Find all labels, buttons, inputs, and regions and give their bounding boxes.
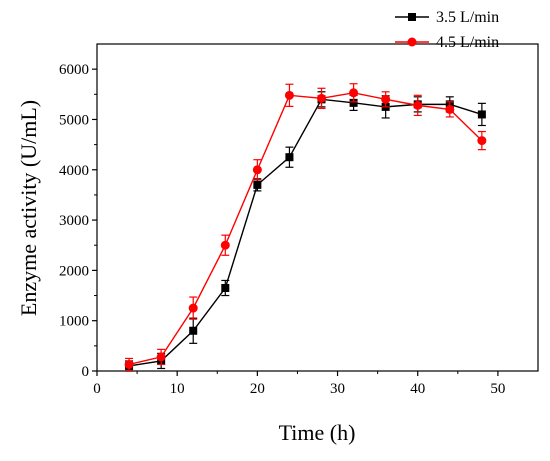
- legend-marker: [407, 37, 417, 47]
- y-tick-label: 1000: [59, 314, 89, 330]
- data-point: [445, 104, 455, 114]
- y-tick-label: 2000: [59, 263, 89, 279]
- y-tick-label: 6000: [59, 62, 89, 78]
- data-point: [220, 240, 230, 250]
- x-tick-label: 20: [250, 381, 265, 397]
- y-tick-label: 0: [82, 364, 90, 380]
- data-point: [124, 359, 134, 369]
- y-tick-label: 4000: [59, 163, 89, 179]
- axis-ticks: 0 10 20 30 40 50 0 1000 2000 3000 4000 5000 6000: [59, 62, 505, 397]
- data-point: [413, 100, 423, 110]
- x-axis-title: Time (h): [279, 420, 356, 445]
- x-tick-label: 30: [330, 381, 345, 397]
- data-point: [381, 94, 391, 104]
- x-tick-label: 0: [93, 381, 101, 397]
- data-point: [477, 110, 486, 119]
- y-tick-label: 3000: [59, 213, 89, 229]
- y-axis-title: Enzyme activity (U/mL): [16, 100, 41, 316]
- data-point: [284, 90, 294, 100]
- data-point: [349, 88, 359, 98]
- data-point: [188, 303, 198, 313]
- series-layer: [124, 83, 487, 372]
- series-2: [124, 83, 487, 372]
- plot-frame: [96, 43, 539, 372]
- legend-label: 4.5 L/min: [436, 34, 499, 51]
- data-point: [317, 93, 327, 103]
- data-point: [252, 165, 262, 175]
- legend-label: 3.5 L/min: [436, 9, 499, 26]
- data-point: [253, 180, 262, 189]
- y-tick-label: 5000: [59, 112, 89, 128]
- data-point: [156, 352, 166, 362]
- x-tick-label: 50: [490, 381, 505, 397]
- data-point: [477, 136, 487, 146]
- data-point: [285, 153, 294, 162]
- plot-border: [96, 43, 539, 372]
- data-point: [189, 326, 198, 335]
- series-line: [128, 98, 483, 367]
- legend: 3.5 L/min 4.5 L/min: [395, 9, 499, 51]
- legend-marker: [408, 13, 416, 21]
- x-tick-label: 10: [170, 381, 185, 397]
- data-point: [221, 283, 230, 292]
- x-tick-label: 40: [410, 381, 425, 397]
- series-line: [128, 92, 483, 366]
- data-point: [349, 98, 358, 107]
